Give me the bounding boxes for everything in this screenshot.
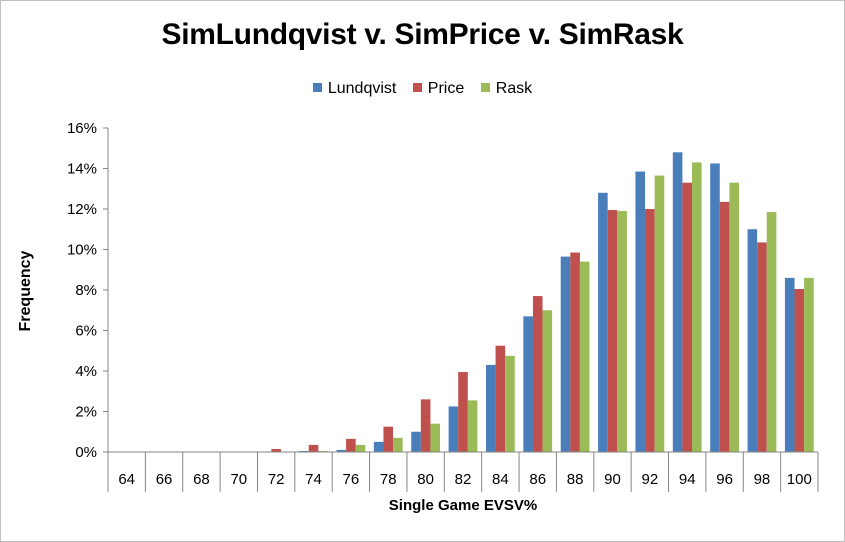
legend-item-price: Price [412,80,465,98]
bar-price-100 [794,288,805,452]
x-tick-label: 86 [529,471,546,488]
bar-price-78 [383,426,394,452]
bar-rask-78 [393,437,403,452]
bar-lundqvist-98 [747,229,758,452]
bar-rask-100 [804,277,814,452]
bar-lundqvist-100 [784,277,795,452]
bar-lundqvist-92 [635,171,646,452]
bar-price-76 [346,438,356,452]
x-tick-label: 96 [716,471,733,488]
bar-rask-82 [467,400,478,452]
bar-lundqvist-80 [411,431,421,452]
legend-swatch-price [412,83,422,92]
bar-price-74 [308,444,319,452]
legend-item-rask: Rask [480,80,533,98]
y-tick-label: 14% [67,161,97,178]
y-tick-label: 12% [67,201,97,218]
x-tick-label: 74 [305,471,322,488]
legend-label-price: Price [427,80,465,97]
bar-lundqvist-74 [299,450,309,452]
bar-lundqvist-96 [710,163,720,452]
y-tick-label: 0% [75,444,97,461]
x-tick-label: 68 [193,471,210,488]
legend-label-rask: Rask [495,80,533,97]
bar-lundqvist-90 [598,192,608,453]
x-tick-label: 92 [641,471,658,488]
x-tick-label: 64 [118,471,135,488]
x-axis-label: Single Game EVSV% [388,497,538,514]
x-tick-label: 98 [754,471,771,488]
legend-swatch-lundqvist [312,83,322,92]
bar-rask-98 [766,212,777,452]
bar-rask-90 [617,211,627,452]
x-tick-label: 100 [787,471,812,488]
bar-price-80 [420,399,431,452]
bar-price-82 [458,372,468,452]
bar-rask-80 [430,423,441,452]
bar-price-92 [645,209,655,452]
bar-price-84 [495,345,506,452]
x-tick-label: 90 [604,471,621,488]
bar-price-98 [757,242,767,452]
x-tick-label: 66 [156,471,173,488]
y-tick-label: 6% [75,323,97,340]
y-tick-label: 16% [67,120,97,137]
y-tick-label: 8% [75,282,97,299]
bar-lundqvist-88 [560,256,571,452]
x-tick-label: 94 [679,471,696,488]
x-tick-label: 76 [343,471,360,488]
y-tick-label: 2% [75,404,97,421]
legend-label-lundqvist: Lundqvist [327,80,397,97]
bar-rask-84 [505,355,515,452]
x-tick-label: 80 [417,471,434,488]
x-tick-label: 78 [380,471,397,488]
bar-rask-86 [542,310,553,452]
bar-lundqvist-94 [672,152,683,453]
chart-title: SimLundqvist v. SimPrice v. SimRask [161,18,684,51]
x-tick-label: 70 [230,471,247,488]
x-tick-label: 84 [492,471,509,488]
bar-rask-96 [729,182,739,453]
bar-rask-88 [579,261,590,452]
bar-rask-92 [654,175,665,452]
bar-price-96 [719,201,730,452]
bar-lundqvist-82 [448,406,459,452]
bar-lundqvist-76 [336,449,347,452]
y-tick-label: 4% [75,363,97,380]
x-tick-label: 72 [268,471,285,488]
bar-price-88 [570,252,580,452]
legend-item-lundqvist: Lundqvist [312,80,397,98]
bar-price-86 [532,296,543,452]
x-tick-label: 88 [567,471,584,488]
x-tick-label: 82 [455,471,472,488]
legend-swatch-rask [480,83,490,92]
bar-rask-74 [318,450,328,452]
bar-lundqvist-84 [485,364,496,452]
y-tick-label: 10% [67,242,97,259]
bar-price-72 [271,448,281,452]
legend: Lundqvist Price Rask [0,80,845,98]
bar-price-90 [607,210,618,452]
bar-rask-94 [692,162,702,453]
bar-rask-76 [355,444,366,452]
bar-lundqvist-86 [523,316,533,452]
bar-price-94 [682,182,693,453]
bar-lundqvist-78 [373,441,384,452]
